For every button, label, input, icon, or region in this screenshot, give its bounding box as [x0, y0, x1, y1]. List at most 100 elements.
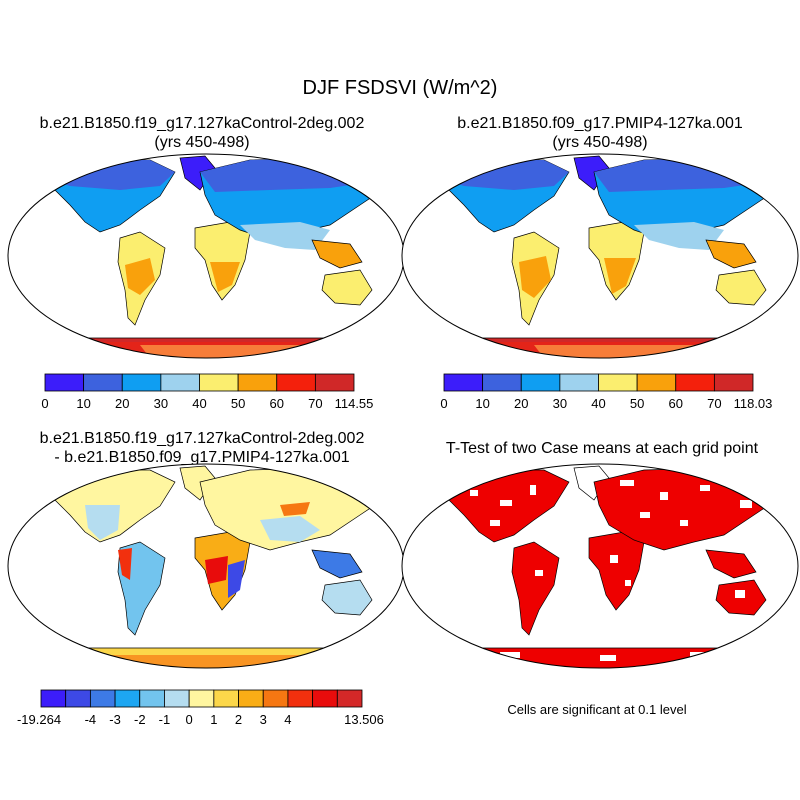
panel-control-title-line-1: b.e21.B1850.f19_g17.127kaControl-2deg.00…: [40, 115, 365, 132]
control-north-america-high-lat: [40, 160, 175, 190]
colorbar-tick-label: 4: [284, 712, 291, 727]
figure-title: DJF FSDSVI (W/m^2): [303, 77, 498, 99]
colorbar-tick-label: 3: [260, 712, 267, 727]
panel-control-map: b.e21.B1850.f19_g17.127kaControl-2deg.00…: [7, 115, 405, 359]
ttest-gap-cell: [500, 652, 520, 658]
colorbar-tick-label: 0: [186, 712, 193, 727]
ttest-gap-cell: [660, 492, 668, 500]
ttest-map-border: [401, 463, 799, 669]
difference-maritime-continent: [311, 549, 363, 579]
colorbar-tick-label: 70: [308, 396, 322, 411]
significance-note: Cells are significant at 0.1 level: [507, 702, 686, 717]
colorbar-swatch: [65, 689, 91, 708]
ttest-map-field: [402, 464, 798, 668]
colorbar-tick-label: -3: [109, 712, 121, 727]
control-maritime-continent: [311, 239, 363, 269]
colorbar-pmip4: 0 10 20 30 40 50 60 70 118.03: [440, 373, 773, 411]
colorbar-tick-label: -19.264: [17, 712, 61, 727]
colorbar-swatch: [675, 373, 715, 392]
difference-africa-centre: [205, 556, 228, 584]
control-australia: [321, 269, 373, 306]
colorbar-swatch: [314, 373, 355, 392]
colorbar-swatch: [199, 373, 239, 392]
difference-africa-east: [228, 560, 245, 598]
control-south-america-core: [125, 258, 155, 295]
colorbar-tick-label: 60: [669, 396, 683, 411]
colorbar-swatch: [276, 373, 316, 392]
ttest-gap-cell: [470, 490, 478, 496]
difference-tibet: [280, 502, 310, 516]
colorbar-swatch: [713, 373, 754, 392]
panel-pmip4-title-line-1: b.e21.B1850.f09_g17.PMIP4-127ka.001: [457, 115, 743, 132]
ttest-gap-cell: [680, 520, 688, 526]
ttest-maritime-continent: [705, 549, 757, 579]
colorbar-difference: -19.264 -4 -3 -2 -1 0 1 2 3 4 13.506: [17, 689, 384, 727]
colorbar-tick-label: 114.55: [335, 396, 374, 411]
pmip4-south-asia: [634, 222, 724, 250]
panel-ttest-map: T-Test of two Case means at each grid po…: [401, 440, 799, 717]
colorbar-tick-label: 10: [475, 396, 489, 411]
pmip4-maritime-continent: [705, 239, 757, 269]
panel-control-title-line-2: (yrs 450-498): [154, 134, 249, 151]
colorbar-swatch: [336, 689, 363, 708]
ttest-gap-cell: [700, 485, 710, 491]
difference-south-america-west: [118, 548, 132, 580]
colorbar-swatch: [188, 689, 215, 708]
difference-north-america-west: [85, 505, 120, 540]
ttest-gap-cell: [500, 500, 512, 506]
colorbar-tick-label: 118.03: [734, 396, 773, 411]
panel-difference-title-line-1: b.e21.B1850.f19_g17.127kaControl-2deg.00…: [40, 430, 365, 447]
colorbar-swatch: [83, 373, 123, 392]
ttest-gap-cell: [620, 480, 634, 486]
ttest-gap-cell: [490, 520, 500, 526]
ttest-gap-cell: [600, 655, 616, 661]
ttest-gap-cell: [625, 580, 631, 586]
colorbar-swatch: [114, 689, 141, 708]
colorbar-tick-label: -4: [85, 712, 97, 727]
control-africa-south: [210, 262, 240, 292]
colorbar-swatch: [164, 689, 190, 708]
pmip4-africa-south: [604, 258, 636, 294]
colorbar-swatch: [559, 373, 599, 392]
colorbar-tick-label: 60: [270, 396, 284, 411]
colorbar-swatch: [520, 373, 561, 392]
colorbar-swatch: [40, 689, 67, 708]
colorbar-tick-label: 30: [553, 396, 567, 411]
difference-antarctica-band: [100, 655, 310, 668]
colorbar-tick-label: 70: [707, 396, 721, 411]
ttest-gap-cell: [740, 500, 752, 508]
pmip4-australia: [715, 269, 767, 306]
colorbar-tick-label: 20: [115, 396, 129, 411]
colorbar-swatch: [89, 689, 116, 708]
colorbar-tick-label: -2: [134, 712, 146, 727]
panel-difference-title-line-2: - b.e21.B1850.f09_g17.PMIP4-127ka.001: [54, 449, 349, 466]
pmip4-south-america-core: [519, 256, 551, 298]
colorbar-tick-label: 2: [235, 712, 242, 727]
colorbar-swatch: [121, 373, 162, 392]
control-map-field: [8, 154, 404, 358]
difference-map-field: [8, 464, 404, 668]
pmip4-map-field: [402, 154, 798, 358]
colorbar-tick-label: 0: [41, 396, 48, 411]
colorbar-swatch: [482, 373, 522, 392]
colorbar-swatch: [139, 689, 165, 708]
ttest-nonsignificant-cells: [470, 480, 752, 661]
panel-ttest-title: T-Test of two Case means at each grid po…: [446, 440, 759, 457]
colorbar-tick-label: 0: [440, 396, 447, 411]
ttest-gap-cell: [735, 590, 745, 598]
colorbar-tick-label: 40: [591, 396, 605, 411]
control-south-asia: [240, 222, 330, 250]
colorbar-swatch: [443, 373, 484, 392]
ttest-gap-cell: [530, 485, 536, 495]
colorbar-tick-label: 1: [210, 712, 217, 727]
colorbar-tick-label: 50: [231, 396, 245, 411]
panel-difference-map: b.e21.B1850.f19_g17.127kaControl-2deg.00…: [7, 430, 405, 669]
colorbar-swatch: [287, 689, 314, 708]
pmip4-antarctica-ring: [474, 342, 734, 358]
colorbar-swatch: [636, 373, 677, 392]
colorbar-tick-label: -1: [159, 712, 171, 727]
panel-pmip4-title-line-2: (yrs 450-498): [552, 134, 647, 151]
colorbar-tick-label: 40: [192, 396, 206, 411]
panel-pmip4-map: b.e21.B1850.f09_g17.PMIP4-127ka.001 (yrs…: [401, 115, 799, 359]
